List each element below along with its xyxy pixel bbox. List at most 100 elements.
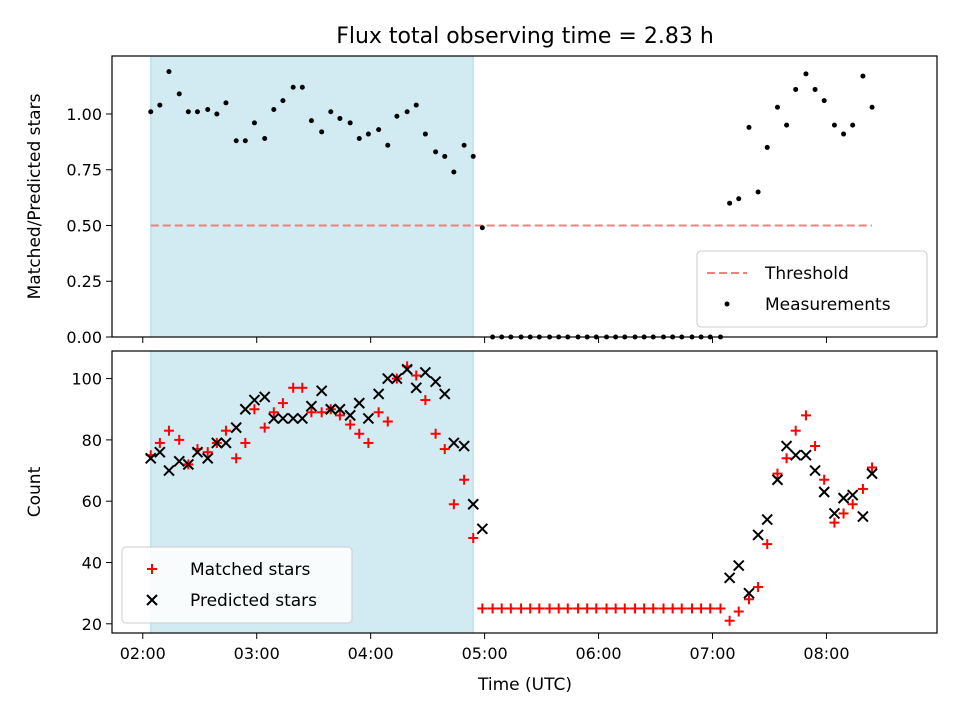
data-point-predicted-b xyxy=(458,440,470,452)
data-point-predicted-b xyxy=(145,452,157,464)
data-point-predicted xyxy=(800,449,812,461)
data-point-predicted xyxy=(458,440,470,452)
x-tick-label: 06:00 xyxy=(576,644,622,663)
data-point-predicted-b xyxy=(837,492,850,504)
data-point-matched xyxy=(220,425,231,436)
data-point-predicted xyxy=(258,391,271,403)
data-point-measurement xyxy=(727,200,733,206)
data-point-matched xyxy=(163,425,174,436)
data-point-measurement xyxy=(157,102,163,108)
data-point-predicted-b xyxy=(771,474,784,486)
data-point-measurement xyxy=(347,120,353,126)
data-point-predicted xyxy=(362,412,375,425)
data-point-matched xyxy=(288,382,299,393)
data-point-predicted xyxy=(191,446,204,458)
data-point-matched xyxy=(382,416,393,427)
data-point-predicted-b xyxy=(723,572,736,584)
data-point-measurement xyxy=(736,196,742,202)
data-point-matched xyxy=(249,404,260,415)
data-point-measurement xyxy=(271,107,277,113)
y-tick-label: 0.00 xyxy=(66,328,102,347)
data-point-matched xyxy=(411,370,422,381)
data-point-predicted-b xyxy=(733,559,745,572)
data-point-predicted-b xyxy=(202,452,214,464)
data-point-matched xyxy=(573,603,584,614)
data-point-measurement xyxy=(774,104,780,110)
data-point-predicted xyxy=(448,437,460,449)
data-point-predicted-b xyxy=(287,412,299,425)
data-point-measurement xyxy=(394,113,400,119)
data-point-matched xyxy=(525,603,536,614)
data-point-predicted xyxy=(154,446,166,458)
data-point-predicted xyxy=(173,455,185,468)
y-tick-label: 20 xyxy=(82,615,102,634)
data-point-measurement xyxy=(442,153,448,159)
data-point-predicted xyxy=(287,412,299,425)
data-point-matched xyxy=(334,410,345,421)
data-point-measurement xyxy=(365,131,371,137)
y-tick-label: 80 xyxy=(82,431,102,450)
legend-box xyxy=(121,546,353,624)
data-point-matched xyxy=(838,508,849,519)
legend: Matched stars Predicted stars xyxy=(121,546,353,624)
data-point-predicted-b xyxy=(362,412,375,425)
data-point-measurement xyxy=(166,69,172,75)
data-point-predicted xyxy=(761,513,773,526)
data-point-predicted-b xyxy=(439,388,451,400)
data-point-measurement xyxy=(850,122,856,128)
x-tick-label: 02:00 xyxy=(120,644,166,663)
data-point-measurement xyxy=(764,144,770,150)
data-point-measurement xyxy=(223,100,229,106)
panel-counts: 02:00 03:00 04:00 05:00 06:00 07:00 08:00 20 40 6… xyxy=(25,350,938,663)
data-point-matched xyxy=(516,603,527,614)
data-point-predicted-b xyxy=(846,489,859,501)
data-point-matched xyxy=(619,603,630,614)
data-point-measurement xyxy=(337,115,343,121)
data-point-measurement xyxy=(755,189,761,195)
data-point-predicted xyxy=(277,412,289,425)
y-tick-label: 1.00 xyxy=(66,105,102,124)
data-point-measurement xyxy=(433,149,439,155)
data-point-predicted xyxy=(743,587,755,599)
legend-marker-swatch-b xyxy=(146,594,158,606)
legend-box xyxy=(696,250,928,328)
data-point-predicted xyxy=(780,440,793,452)
data-point-matched xyxy=(829,517,840,528)
data-point-predicted-b xyxy=(429,375,442,388)
data-point-predicted xyxy=(789,449,802,461)
data-point-predicted xyxy=(325,403,337,415)
legend-label: Predicted stars xyxy=(190,591,317,611)
data-point-measurement xyxy=(251,120,257,126)
data-point-predicted xyxy=(866,467,878,480)
data-point-measurement xyxy=(299,84,305,90)
data-point-matched xyxy=(762,539,773,550)
data-point-measurement xyxy=(784,122,790,128)
data-point-predicted xyxy=(467,498,479,510)
data-point-predicted xyxy=(752,529,764,541)
data-point-predicted xyxy=(382,372,394,385)
data-point-measurement xyxy=(376,127,382,133)
data-point-matched xyxy=(715,603,726,614)
data-point-predicted-b xyxy=(305,400,318,412)
data-point-measurement xyxy=(308,118,314,124)
data-point-matched xyxy=(676,603,687,614)
data-point-measurement xyxy=(262,136,268,142)
data-point-predicted xyxy=(837,492,850,504)
data-point-predicted xyxy=(809,464,821,477)
data-point-predicted-b xyxy=(419,366,432,379)
data-point-matched xyxy=(345,419,356,430)
data-point-predicted xyxy=(391,372,403,385)
data-point-predicted-b xyxy=(800,449,812,461)
x-tick-label: 05:00 xyxy=(462,644,508,663)
data-point-measurement xyxy=(356,136,362,142)
y-tick-label: 40 xyxy=(82,554,102,573)
data-point-predicted-b xyxy=(182,458,195,471)
data-point-predicted-b xyxy=(866,467,878,480)
data-point-predicted-b xyxy=(296,412,309,425)
data-point-predicted-b xyxy=(809,464,821,477)
data-point-matched xyxy=(174,434,185,445)
legend-label: Matched stars xyxy=(190,560,310,580)
y-tick-label: 100 xyxy=(71,370,102,389)
data-point-predicted xyxy=(182,458,195,471)
